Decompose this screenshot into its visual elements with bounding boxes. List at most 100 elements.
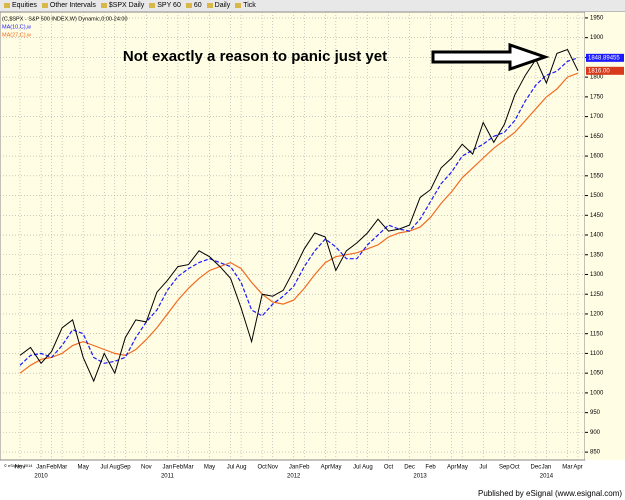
x-tick-label: Mar — [57, 465, 67, 471]
y-tick-label: 1700 — [590, 114, 604, 120]
y-tick-label: 1350 — [590, 252, 604, 258]
x-tick-label: Feb — [425, 465, 436, 471]
x-tick-label: Jan — [289, 465, 299, 471]
series-line — [19, 57, 579, 366]
y-tick-label: 1100 — [590, 351, 604, 357]
toolbar-label: Tick — [243, 2, 256, 9]
toolbar-label: $SPX Daily — [108, 2, 145, 9]
x-tick-label: Jul — [100, 465, 108, 471]
price-tag — [586, 53, 624, 62]
plot-area — [0, 12, 586, 461]
price-tag — [586, 66, 624, 75]
y-tick-label: 1750 — [590, 94, 604, 100]
x-year-label: 2013 — [413, 474, 427, 480]
footer-copyright: © eSignal, 2014 — [4, 463, 33, 468]
y-tick-label: 1050 — [590, 371, 604, 377]
toolbar: Equities Other Intervals $SPX Daily SPY 60 6… — [0, 0, 625, 12]
legend-entry: MA(27,C),w — [2, 32, 31, 38]
x-tick-label: Dec — [531, 465, 542, 471]
x-tick-label: Jul — [479, 465, 487, 471]
y-tick-label: 1800 — [590, 75, 604, 81]
x-tick-label: Apr — [321, 465, 330, 471]
x-tick-label: May — [204, 465, 215, 471]
x-tick-label: Nov — [15, 465, 26, 471]
toolbar-item[interactable]: SPY 60 — [149, 2, 181, 9]
x-tick-label: Jan — [542, 465, 552, 471]
y-tick-label: 1900 — [590, 35, 604, 41]
y-tick-label: 1300 — [590, 272, 604, 278]
toolbar-label: 60 — [193, 2, 202, 9]
toolbar-label: Daily — [214, 2, 231, 9]
x-tick-label: Mar — [562, 465, 572, 471]
series-line — [19, 48, 579, 383]
x-tick-label: Feb — [46, 465, 57, 471]
toolbar-item[interactable]: 60 — [185, 2, 202, 9]
toolbar-label: SPY 60 — [157, 2, 181, 9]
x-tick-label: Aug — [109, 465, 120, 471]
y-tick-label: 1200 — [590, 312, 604, 318]
y-tick-label: 1550 — [590, 173, 604, 179]
toolbar-label: Other Intervals — [49, 2, 96, 9]
x-tick-label: Feb — [173, 465, 184, 471]
y-tick-label: 1500 — [590, 193, 604, 199]
toolbar-label: Equities — [12, 2, 37, 9]
toolbar-item[interactable]: Other Intervals — [41, 2, 96, 9]
x-tick-label: Apr — [447, 465, 456, 471]
toolbar-item[interactable]: Daily — [206, 2, 231, 9]
x-tick-label: Nov — [267, 465, 278, 471]
x-year-label: 2014 — [540, 474, 554, 480]
x-year-label: 2010 — [34, 474, 48, 480]
price-tag-label: 1848.89455 — [588, 55, 620, 61]
annotation: Not exactly a reason to panic just yet — [123, 48, 387, 65]
x-tick-label: Nov — [141, 465, 152, 471]
y-tick-label: 1400 — [590, 233, 604, 239]
x-year-label: 2012 — [287, 474, 301, 480]
x-year-label: 2011 — [161, 474, 175, 480]
y-tick-label: 1150 — [590, 331, 604, 337]
x-tick-label: Sep — [120, 465, 131, 471]
y-tick-label: 950 — [590, 410, 601, 416]
y-tick-label: 1250 — [590, 292, 604, 298]
x-tick-label: May — [457, 465, 468, 471]
y-tick-label: 1450 — [590, 213, 604, 219]
toolbar-icon — [41, 2, 48, 8]
footer-publisher: Published by eSignal (www.esignal.com) — [478, 489, 622, 498]
legend-entry: (C,$SPX - S&P 500 INDEX,W) Dynamic,0:00-… — [2, 16, 128, 22]
x-tick-label: Sep — [499, 465, 510, 471]
toolbar-item[interactable]: Equities — [4, 2, 37, 9]
x-tick-label: Apr — [573, 465, 582, 471]
y-tick-label: 1000 — [590, 390, 604, 396]
legend-entry: MA(10,C),w — [2, 24, 31, 30]
x-tick-label: Dec — [404, 465, 415, 471]
toolbar-item[interactable]: $SPX Daily — [100, 2, 145, 9]
y-tick-label: 1650 — [590, 134, 604, 140]
toolbar-icon — [235, 2, 242, 8]
y-tick-label: 1950 — [590, 15, 604, 21]
toolbar-icon — [4, 2, 10, 8]
axis-area — [585, 12, 625, 460]
x-tick-label: May — [77, 465, 88, 471]
series-line — [19, 72, 579, 374]
x-tick-label: Feb — [299, 465, 310, 471]
toolbar-icon — [149, 2, 156, 8]
x-tick-label: Jan — [36, 465, 46, 471]
toolbar-icon — [100, 2, 107, 8]
x-tick-label: Jul — [353, 465, 361, 471]
y-tick-label: 850 — [590, 450, 601, 456]
x-tick-label: Aug — [362, 465, 373, 471]
x-tick-label: Aug — [236, 465, 247, 471]
chart: Not exactly a reason to panic just yet P… — [0, 12, 625, 498]
toolbar-icon — [185, 2, 192, 8]
x-tick-label: May — [330, 465, 341, 471]
x-tick-label: Jan — [163, 465, 173, 471]
toolbar-item[interactable]: Tick — [235, 2, 256, 9]
x-tick-label: Oct — [384, 465, 394, 471]
y-tick-label: 900 — [590, 430, 601, 436]
toolbar-icon — [206, 2, 213, 8]
x-tick-label: Jul — [227, 465, 235, 471]
arrow — [431, 42, 550, 72]
x-tick-label: Oct — [510, 465, 520, 471]
price-tag-label: 1816.00 — [588, 68, 610, 74]
x-tick-label: Mar — [183, 465, 193, 471]
